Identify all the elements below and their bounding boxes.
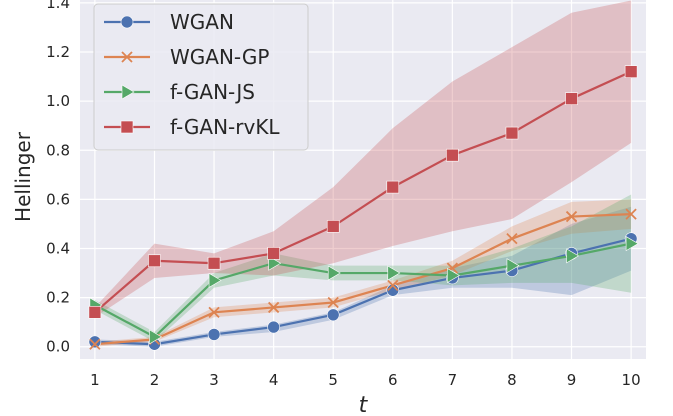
f-gan-rvkl-point — [88, 306, 102, 319]
x-tick-label: 5 — [328, 371, 338, 389]
f-gan-rvkl-point — [207, 256, 221, 270]
confidence-bands — [94, 0, 632, 347]
f-gan-js-line — [94, 242, 632, 338]
x-tick-label: 10 — [622, 371, 641, 389]
wgan-point — [326, 308, 340, 322]
wgan-gp-point — [565, 210, 578, 223]
x-tick-label: 2 — [150, 371, 160, 389]
f-gan-rvkl-line — [94, 70, 632, 314]
f-gan-js-point — [268, 255, 282, 271]
y-tick-label: 1.4 — [46, 0, 70, 12]
legend-label: f-GAN-JS — [170, 80, 255, 104]
y-tick-labels: 0.0 0.2 0.4 0.6 0.8 1.0 1.2 1.4 — [46, 0, 70, 356]
legend: WGAN WGAN-GP f-GAN-JS f-GAN-rvKL — [93, 3, 309, 151]
legend-box — [93, 3, 309, 151]
f-gan-rvkl-point — [267, 247, 280, 260]
y-tick-label: 0.4 — [46, 239, 70, 257]
wgan-gp-point — [506, 233, 518, 245]
legend-marker — [121, 84, 135, 100]
f-gan-rvkl-point — [446, 148, 459, 162]
x-tick-labels: 1 2 3 4 5 6 7 8 9 10 — [90, 371, 641, 389]
wgan-gp-line — [94, 213, 632, 346]
f-gan-js-point — [566, 248, 580, 264]
wgan-gp-point — [267, 301, 280, 314]
f-gan-rvkl-point — [326, 220, 340, 233]
wgan-gp-point — [327, 296, 339, 309]
wgan-point — [207, 328, 221, 341]
y-tick-label: 0.0 — [46, 338, 70, 356]
wgan-gp-point — [625, 208, 637, 220]
f-gan-js-point — [208, 272, 222, 288]
x-tick-label: 8 — [507, 371, 517, 389]
f-gan-rvkl-band — [94, 0, 632, 318]
legend-label: WGAN — [170, 10, 234, 34]
wgan-gp-point — [89, 338, 101, 350]
wgan-line — [94, 237, 632, 346]
f-gan-js-point — [447, 267, 460, 284]
y-tick-label: 0.2 — [46, 289, 70, 307]
f-gan-js-band — [94, 194, 632, 342]
series-lines — [94, 70, 632, 346]
y-tick-label: 0.8 — [46, 141, 70, 159]
f-gan-rvkl-point — [386, 180, 400, 194]
series-markers — [88, 65, 639, 351]
f-gan-js-point — [387, 265, 401, 281]
wgan-point — [267, 320, 280, 334]
f-gan-js-point — [506, 258, 520, 274]
y-tick-label: 0.6 — [46, 190, 70, 208]
legend-marker — [121, 51, 133, 63]
wgan-gp-band — [94, 199, 632, 347]
x-tick-label: 6 — [388, 371, 398, 389]
wgan-gp-point — [208, 306, 220, 318]
y-tick-label: 1.2 — [46, 43, 70, 61]
f-gan-js-point — [327, 265, 341, 281]
x-tick-label: 4 — [269, 371, 279, 389]
legend-marker — [120, 120, 134, 134]
f-gan-rvkl-point — [505, 126, 519, 140]
f-gan-rvkl-point — [624, 65, 638, 78]
legend-label: f-GAN-rvKL — [170, 115, 280, 139]
x-axis-label: t — [359, 393, 369, 416]
y-axis-label: Hellinger — [11, 131, 35, 222]
legend-marker — [120, 15, 134, 29]
x-tick-label: 3 — [209, 371, 219, 389]
f-gan-js-point — [625, 236, 639, 252]
wgan-gp-point — [387, 279, 399, 291]
wgan-band — [94, 206, 632, 347]
x-tick-label: 7 — [448, 371, 458, 389]
f-gan-js-point — [149, 329, 163, 345]
f-gan-rvkl-point — [565, 92, 578, 105]
legend-label: WGAN-GP — [170, 45, 269, 69]
y-tick-label: 1.0 — [46, 92, 70, 110]
wgan-point — [88, 335, 102, 349]
x-tick-label: 1 — [90, 371, 100, 389]
x-tick-label: 9 — [567, 371, 577, 389]
f-gan-rvkl-point — [148, 254, 161, 268]
